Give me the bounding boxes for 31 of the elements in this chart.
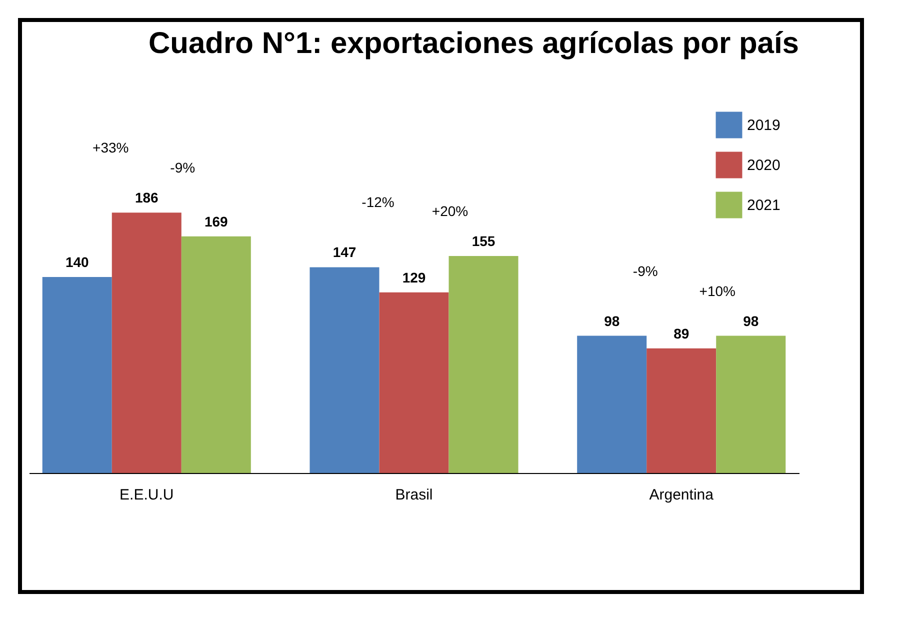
data-label: 186 [134,190,159,206]
data-label: 147 [332,244,356,260]
annotation: +10% [699,282,736,299]
x-tick-label: Argentina [649,486,714,504]
legend-label: 2019 [747,117,780,134]
annotation: -9% [632,262,658,279]
bar [716,336,786,473]
data-label: 155 [472,233,496,249]
data-label: 98 [743,312,759,329]
chart-title: Cuadro N°1: exportaciones agrícolas por país [148,27,799,60]
legend-label: 2021 [747,197,780,214]
bar [646,348,716,473]
legend-label: 2020 [747,157,780,174]
bar [577,336,647,473]
bar [181,236,251,473]
annotation: +20% [432,203,468,219]
bar [448,256,518,473]
x-tick-label: Brasil [395,486,433,504]
data-label: 98 [604,312,620,329]
bar [112,212,182,473]
text: -12% [362,194,394,210]
data-label: 140 [65,254,90,270]
data-label: 129 [402,269,426,286]
bar [310,267,380,473]
bar [42,277,112,473]
text: -9% [170,160,196,176]
text: +33% [92,140,129,156]
bar [379,292,449,473]
x-tick-label: E.E.U.U [120,486,174,504]
data-label: 169 [204,213,228,230]
data-label: 89 [674,325,690,342]
